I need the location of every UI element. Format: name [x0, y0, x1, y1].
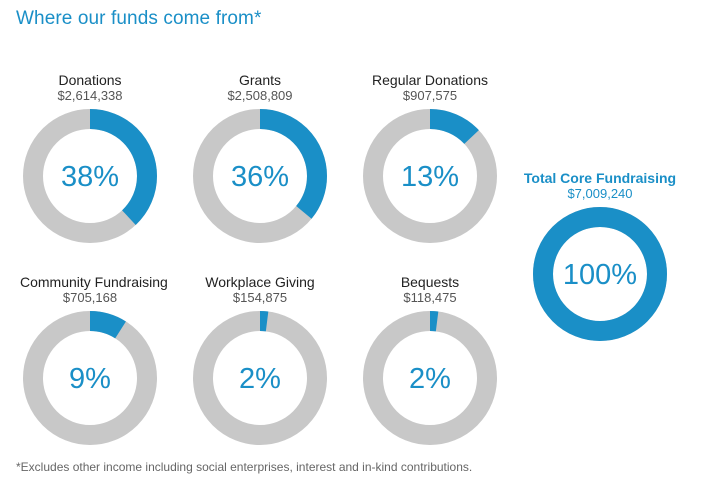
donut-chart: 38%: [23, 109, 157, 243]
donut-label: Total Core Fundraising: [523, 170, 677, 186]
donut-arc: [193, 109, 327, 243]
donut-arc: [363, 311, 497, 445]
donut-arc: [23, 311, 157, 445]
donut-amount: $118,475: [403, 290, 457, 305]
donut-percent: 9%: [69, 363, 111, 395]
donut-arc: [193, 311, 327, 445]
donut-amount: $2,614,338: [57, 88, 123, 103]
donut-percent: 100%: [563, 259, 637, 291]
donut-workplace-giving: Workplace Giving $154,875 2%: [190, 274, 330, 448]
donut-community-fundraising: Community Fundraising $705,168 9%: [20, 274, 168, 448]
donut-label: Regular Donations: [372, 72, 488, 88]
donut-arc: [363, 109, 497, 243]
donut-amount: $907,575: [402, 88, 458, 103]
donut-amount: $7,009,240: [567, 186, 633, 201]
donut-donations: Donations $2,614,338 38%: [20, 72, 160, 246]
donut-amount: $154,875: [232, 290, 288, 305]
donut-amount: $2,508,809: [227, 88, 293, 103]
footnote: *Excludes other income including social …: [16, 460, 473, 474]
donut-label: Grants: [238, 72, 281, 88]
donut-chart: 9%: [23, 311, 157, 445]
donut-percent: 2%: [239, 363, 281, 395]
donut-chart: 100%: [533, 207, 667, 341]
donut-arc: [533, 207, 667, 341]
donut-percent: 36%: [231, 161, 289, 193]
donut-regular-donations: Regular Donations $907,575 13%: [360, 72, 500, 246]
donut-percent: 2%: [409, 363, 451, 395]
donut-chart: 13%: [363, 109, 497, 243]
donut-arc: [23, 109, 157, 243]
donut-percent: 13%: [401, 161, 459, 193]
donut-label: Donations: [58, 72, 122, 88]
page-title: Where our funds come from*: [16, 8, 262, 29]
donut-grants: Grants $2,508,809 36%: [190, 72, 330, 246]
donut-label: Workplace Giving: [205, 274, 315, 290]
donut-chart: 36%: [193, 109, 327, 243]
donut-label: Community Fundraising: [20, 274, 168, 290]
donut-bequests: Bequests $118,475 2%: [360, 274, 500, 448]
donut-chart: 2%: [363, 311, 497, 445]
donut-amount: $705,168: [62, 290, 118, 305]
donut-total-core-fundraising: Total Core Fundraising $7,009,240 100%: [520, 170, 680, 344]
donut-label: Bequests: [400, 274, 460, 290]
donut-chart: 2%: [193, 311, 327, 445]
donut-percent: 38%: [61, 161, 119, 193]
